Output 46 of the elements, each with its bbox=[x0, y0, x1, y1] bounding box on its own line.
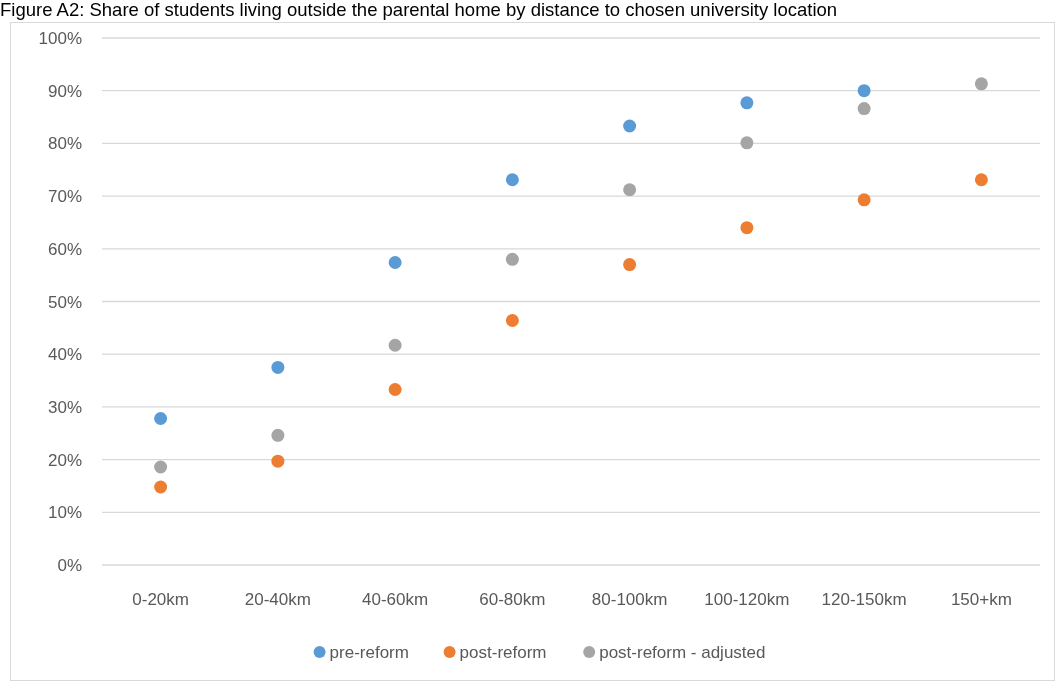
point bbox=[271, 360, 285, 374]
legend-label: post-reform - adjusted bbox=[599, 643, 766, 662]
x-tick-label: 80-100km bbox=[591, 590, 668, 609]
point bbox=[740, 136, 754, 150]
y-tick-label: 70% bbox=[47, 187, 82, 207]
point bbox=[271, 428, 285, 442]
point bbox=[388, 256, 402, 269]
point bbox=[154, 480, 168, 494]
y-tick-label: 0% bbox=[57, 556, 82, 575]
point bbox=[623, 258, 637, 272]
point bbox=[388, 383, 402, 397]
point bbox=[271, 454, 285, 468]
point bbox=[623, 183, 637, 197]
y-tick-label: 30% bbox=[47, 397, 82, 417]
y-tick-label: 10% bbox=[47, 503, 82, 523]
point bbox=[154, 460, 168, 474]
y-tick-label: 80% bbox=[47, 134, 82, 154]
x-tick-label: 0-20km bbox=[132, 590, 189, 609]
x-tick-label: 150+km bbox=[950, 590, 1012, 609]
y-tick-label: 20% bbox=[47, 450, 82, 470]
point bbox=[857, 102, 871, 116]
point bbox=[740, 221, 754, 235]
y-tick-label: 100% bbox=[38, 29, 82, 48]
x-tick-label: 40-60km bbox=[362, 590, 429, 609]
y-tick-label: 40% bbox=[47, 345, 82, 365]
point bbox=[388, 338, 402, 352]
legend-label: pre-reform bbox=[329, 643, 409, 662]
legend-label: post-reform bbox=[459, 643, 547, 662]
point bbox=[974, 173, 988, 187]
point bbox=[505, 252, 519, 266]
point bbox=[740, 96, 754, 110]
x-tick-label: 100-120km bbox=[704, 590, 790, 609]
chart-title: Figure A2: Share of students living outside the parental home by distance to chosen university location bbox=[0, 0, 838, 20]
point bbox=[505, 173, 519, 187]
point bbox=[154, 411, 168, 425]
point bbox=[505, 313, 519, 327]
point bbox=[623, 119, 637, 133]
point bbox=[857, 84, 871, 98]
x-tick-label: 20-40km bbox=[244, 590, 311, 609]
x-tick-label: 60-80km bbox=[479, 590, 546, 609]
y-tick-label: 60% bbox=[47, 239, 82, 259]
y-tick-label: 50% bbox=[47, 292, 82, 312]
point bbox=[857, 193, 871, 207]
x-tick-label: 120-150km bbox=[821, 590, 907, 609]
point bbox=[974, 77, 988, 91]
y-tick-label: 90% bbox=[47, 81, 82, 101]
